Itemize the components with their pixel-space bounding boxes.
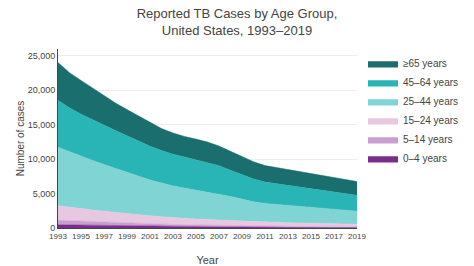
svg-text:25–44 years: 25–44 years	[403, 96, 458, 107]
svg-text:2015: 2015	[302, 232, 320, 241]
svg-text:20,000: 20,000	[28, 85, 56, 95]
svg-text:1999: 1999	[118, 232, 136, 241]
svg-text:2007: 2007	[210, 232, 228, 241]
svg-text:Number of cases: Number of cases	[15, 101, 26, 177]
svg-text:2001: 2001	[141, 232, 159, 241]
svg-text:1997: 1997	[95, 232, 113, 241]
svg-text:0: 0	[50, 223, 55, 233]
svg-text:1995: 1995	[72, 232, 90, 241]
svg-text:0–4 years: 0–4 years	[403, 153, 447, 164]
svg-text:Year: Year	[196, 254, 219, 266]
svg-text:2003: 2003	[164, 232, 182, 241]
svg-text:15–24 years: 15–24 years	[403, 115, 458, 126]
svg-text:5–14 years: 5–14 years	[403, 134, 452, 145]
svg-text:2019: 2019	[348, 232, 366, 241]
svg-text:10,000: 10,000	[28, 154, 56, 164]
svg-text:2013: 2013	[279, 232, 297, 241]
svg-text:5,000: 5,000	[33, 189, 56, 199]
svg-text:2017: 2017	[325, 232, 343, 241]
svg-text:Reported TB Cases by Age Group: Reported TB Cases by Age Group,United St…	[137, 6, 338, 38]
svg-text:1993: 1993	[49, 232, 67, 241]
svg-text:25,000: 25,000	[28, 51, 56, 61]
svg-text:2005: 2005	[187, 232, 205, 241]
svg-text:15,000: 15,000	[28, 120, 56, 130]
svg-text:2011: 2011	[256, 232, 274, 241]
svg-text:≥65 years: ≥65 years	[403, 58, 447, 69]
svg-text:2009: 2009	[233, 232, 251, 241]
svg-text:45–64 years: 45–64 years	[403, 77, 458, 88]
